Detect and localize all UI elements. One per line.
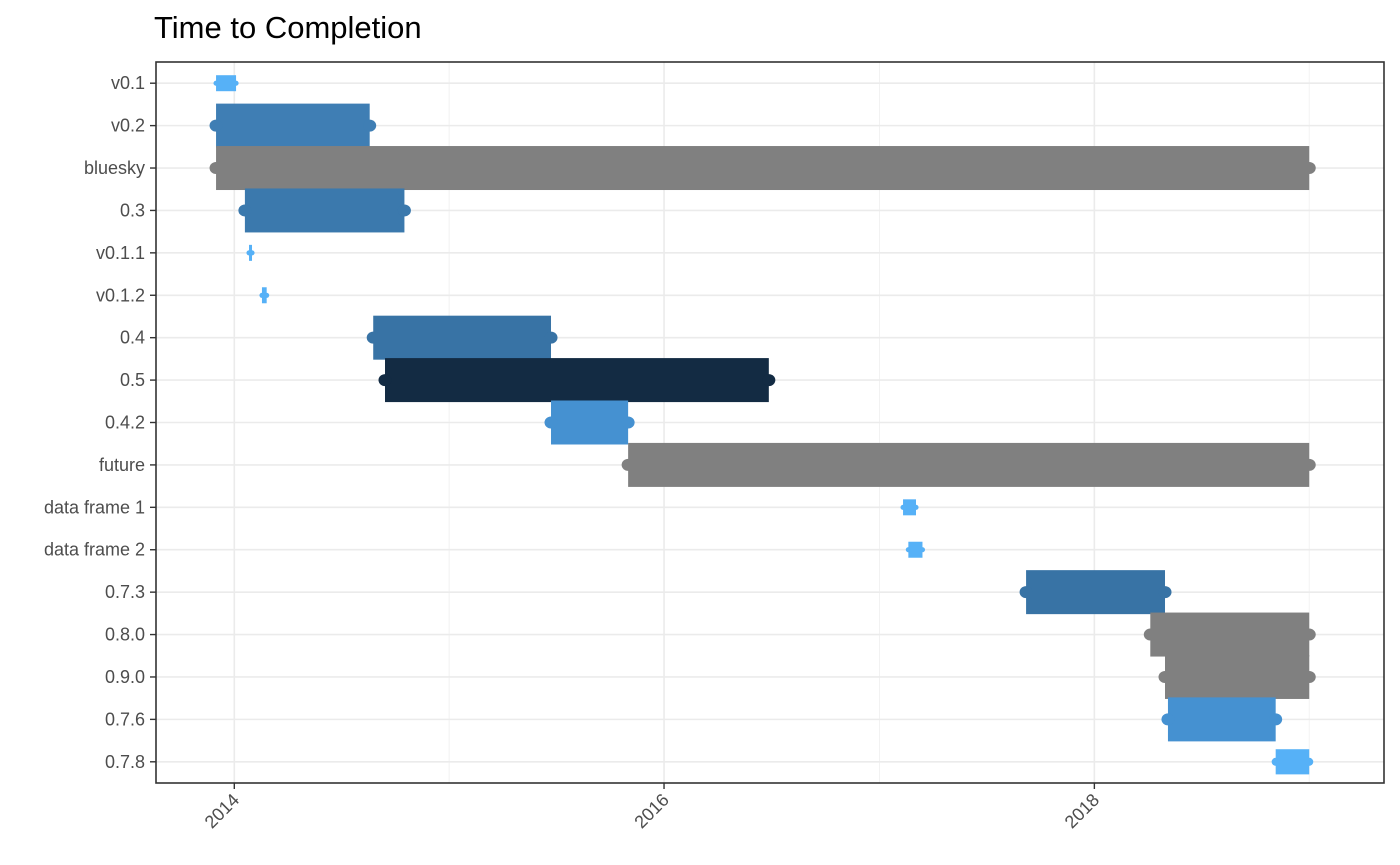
bar-body	[216, 103, 370, 148]
y-tick-label: 0.5	[120, 370, 145, 390]
bar-start-cap	[1271, 757, 1280, 766]
bar-end-cap	[1302, 670, 1316, 683]
bar-start-cap	[259, 292, 265, 298]
gantt-bar	[544, 400, 635, 445]
y-tick-label: v0.1.2	[96, 285, 145, 305]
y-tick-label: 0.7.8	[105, 752, 145, 772]
bar-start-cap	[209, 162, 223, 175]
bar-body	[908, 541, 923, 558]
bar-start-cap	[621, 458, 635, 471]
bar-end-cap	[1305, 757, 1314, 766]
bar-body	[628, 442, 1310, 487]
gantt-bar	[900, 499, 919, 516]
bar-body	[903, 499, 916, 516]
bar-body	[1150, 612, 1310, 657]
y-tick-label: 0.3	[120, 200, 145, 220]
bar-start-cap	[1161, 713, 1175, 726]
gantt-bar	[378, 358, 776, 403]
bar-end-cap	[233, 80, 239, 86]
gantt-bar	[1271, 749, 1314, 775]
y-tick-label: 0.7.3	[105, 582, 145, 602]
bar-start-cap	[900, 504, 906, 510]
bar-body	[1167, 697, 1276, 742]
bar-body	[216, 75, 237, 92]
x-tick-label: 2014	[201, 790, 243, 832]
y-tick-label: 0.9.0	[105, 667, 145, 687]
gantt-bar	[213, 75, 239, 92]
bar-start-cap	[544, 416, 558, 429]
y-tick-label: v0.1	[111, 73, 145, 93]
y-tick-label: data frame 1	[44, 497, 145, 517]
bar-end-cap	[1302, 628, 1316, 641]
bar-start-cap	[238, 204, 252, 217]
gantt-bar	[621, 442, 1316, 487]
gantt-bar	[1143, 612, 1316, 657]
bar-start-cap	[366, 331, 380, 344]
bar-body	[1165, 654, 1310, 699]
y-tick-label: 0.4.2	[105, 413, 145, 433]
y-tick-label: 0.8.0	[105, 625, 145, 645]
bar-body	[244, 188, 405, 233]
y-tick-label: data frame 2	[44, 540, 145, 560]
gantt-bar	[209, 103, 377, 148]
gantt-bar	[238, 188, 411, 233]
bar-end-cap	[621, 416, 635, 429]
bar-body	[384, 358, 769, 403]
bar-body	[551, 400, 629, 445]
bar-start-cap	[1143, 628, 1157, 641]
gantt-bar	[905, 541, 926, 558]
y-tick-label: 0.4	[120, 328, 145, 348]
gantt-bar	[209, 146, 1316, 191]
y-tick-label: v0.1.1	[96, 243, 145, 263]
bar-start-cap	[1019, 586, 1033, 599]
bar-end-cap	[249, 250, 255, 256]
bar-body	[1275, 749, 1310, 775]
bar-end-cap	[1302, 458, 1316, 471]
gantt-bar	[1161, 697, 1283, 742]
y-tick-label: v0.2	[111, 116, 145, 136]
gantt-bar	[1158, 654, 1316, 699]
bar-end-cap	[762, 374, 776, 387]
bar-end-cap	[363, 119, 377, 132]
bar-body	[373, 315, 552, 360]
bar-start-cap	[213, 80, 219, 86]
chart-title: Time to Completion	[154, 10, 422, 45]
gantt-bar	[366, 315, 558, 360]
y-tick-label: 0.7.6	[105, 709, 145, 729]
bar-end-cap	[1269, 713, 1283, 726]
bar-start-cap	[1158, 670, 1172, 683]
x-tick-label: 2016	[630, 790, 672, 832]
bar-start-cap	[209, 119, 223, 132]
bar-end-cap	[919, 547, 926, 553]
bar-end-cap	[913, 504, 919, 510]
bar-body	[216, 146, 1310, 191]
bar-end-cap	[264, 292, 270, 298]
gantt-bar	[259, 287, 270, 304]
gantt-bar	[246, 244, 255, 261]
x-tick-label: 2018	[1061, 790, 1103, 832]
bar-end-cap	[1302, 162, 1316, 175]
bar-start-cap	[378, 374, 392, 387]
bar-end-cap	[544, 331, 558, 344]
y-tick-label: bluesky	[84, 158, 145, 178]
y-tick-label: future	[99, 455, 145, 475]
bar-end-cap	[1158, 586, 1172, 599]
gantt-bar	[1019, 570, 1172, 615]
bar-start-cap	[905, 547, 911, 553]
bar-end-cap	[397, 204, 411, 217]
bar-body	[1026, 570, 1166, 615]
